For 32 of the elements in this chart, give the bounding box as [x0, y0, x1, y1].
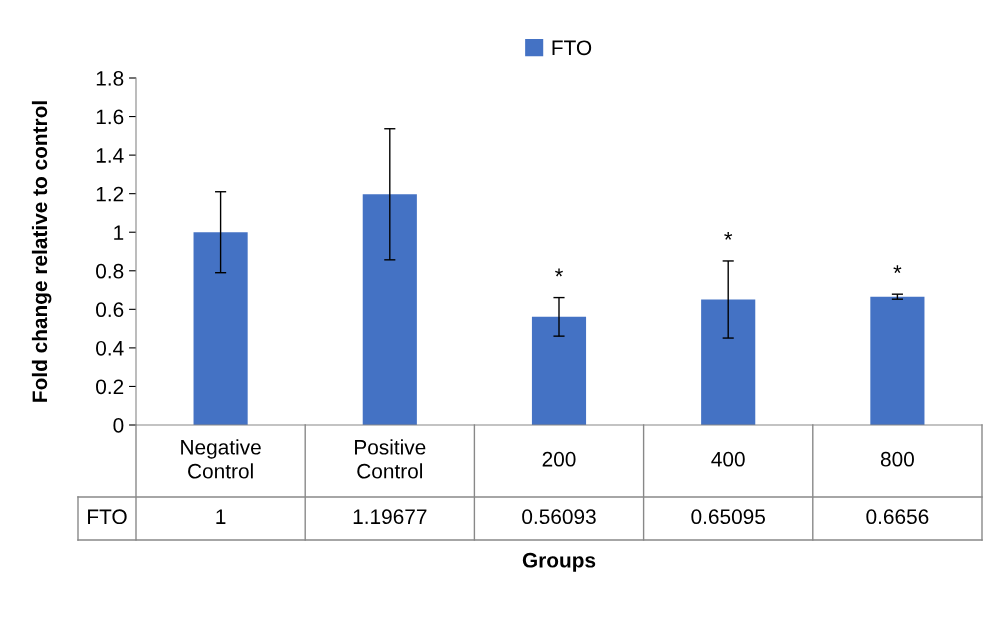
y-tick-label: 0.2	[96, 379, 124, 395]
bar	[531, 316, 587, 425]
text: FTO	[88, 509, 127, 525]
y-tick-label: 0.4	[96, 340, 124, 356]
y-tick-label: 1.8	[96, 71, 124, 86]
y-axis-title: Fold change relative to control	[31, 101, 52, 402]
data-label: 0.65095	[691, 509, 765, 525]
data-label: 0.56093	[522, 509, 596, 525]
annotation: *	[555, 268, 563, 277]
x-axis-title: Groups	[522, 552, 596, 572]
x-tick-label: 400	[711, 451, 745, 467]
bar	[870, 296, 925, 425]
x-tick-label: 800	[880, 451, 914, 467]
x-tick-label: Negative Control	[181, 439, 261, 479]
y-tick-label: 1	[114, 225, 124, 240]
bar	[193, 232, 248, 425]
x-tick-label: 200	[542, 451, 576, 467]
y-tick-label: 1.2	[96, 186, 124, 202]
bar	[701, 299, 756, 425]
x-tick-label: Positive Control	[355, 439, 426, 479]
annotation: *	[724, 231, 733, 240]
y-tick-label: 1.6	[96, 109, 124, 125]
y-tick-label: 0.8	[96, 263, 124, 279]
annotation: *	[893, 265, 902, 273]
data-label: 0.6656	[866, 509, 929, 525]
data-label: 1.19677	[353, 509, 427, 525]
legend-label: FTO	[552, 40, 592, 56]
bar	[362, 194, 417, 425]
y-tick-label: 0.6	[96, 302, 124, 318]
data-label: 1	[216, 509, 226, 524]
y-tick-label: 1.4	[96, 148, 124, 163]
y-tick-label: 0	[113, 418, 124, 433]
